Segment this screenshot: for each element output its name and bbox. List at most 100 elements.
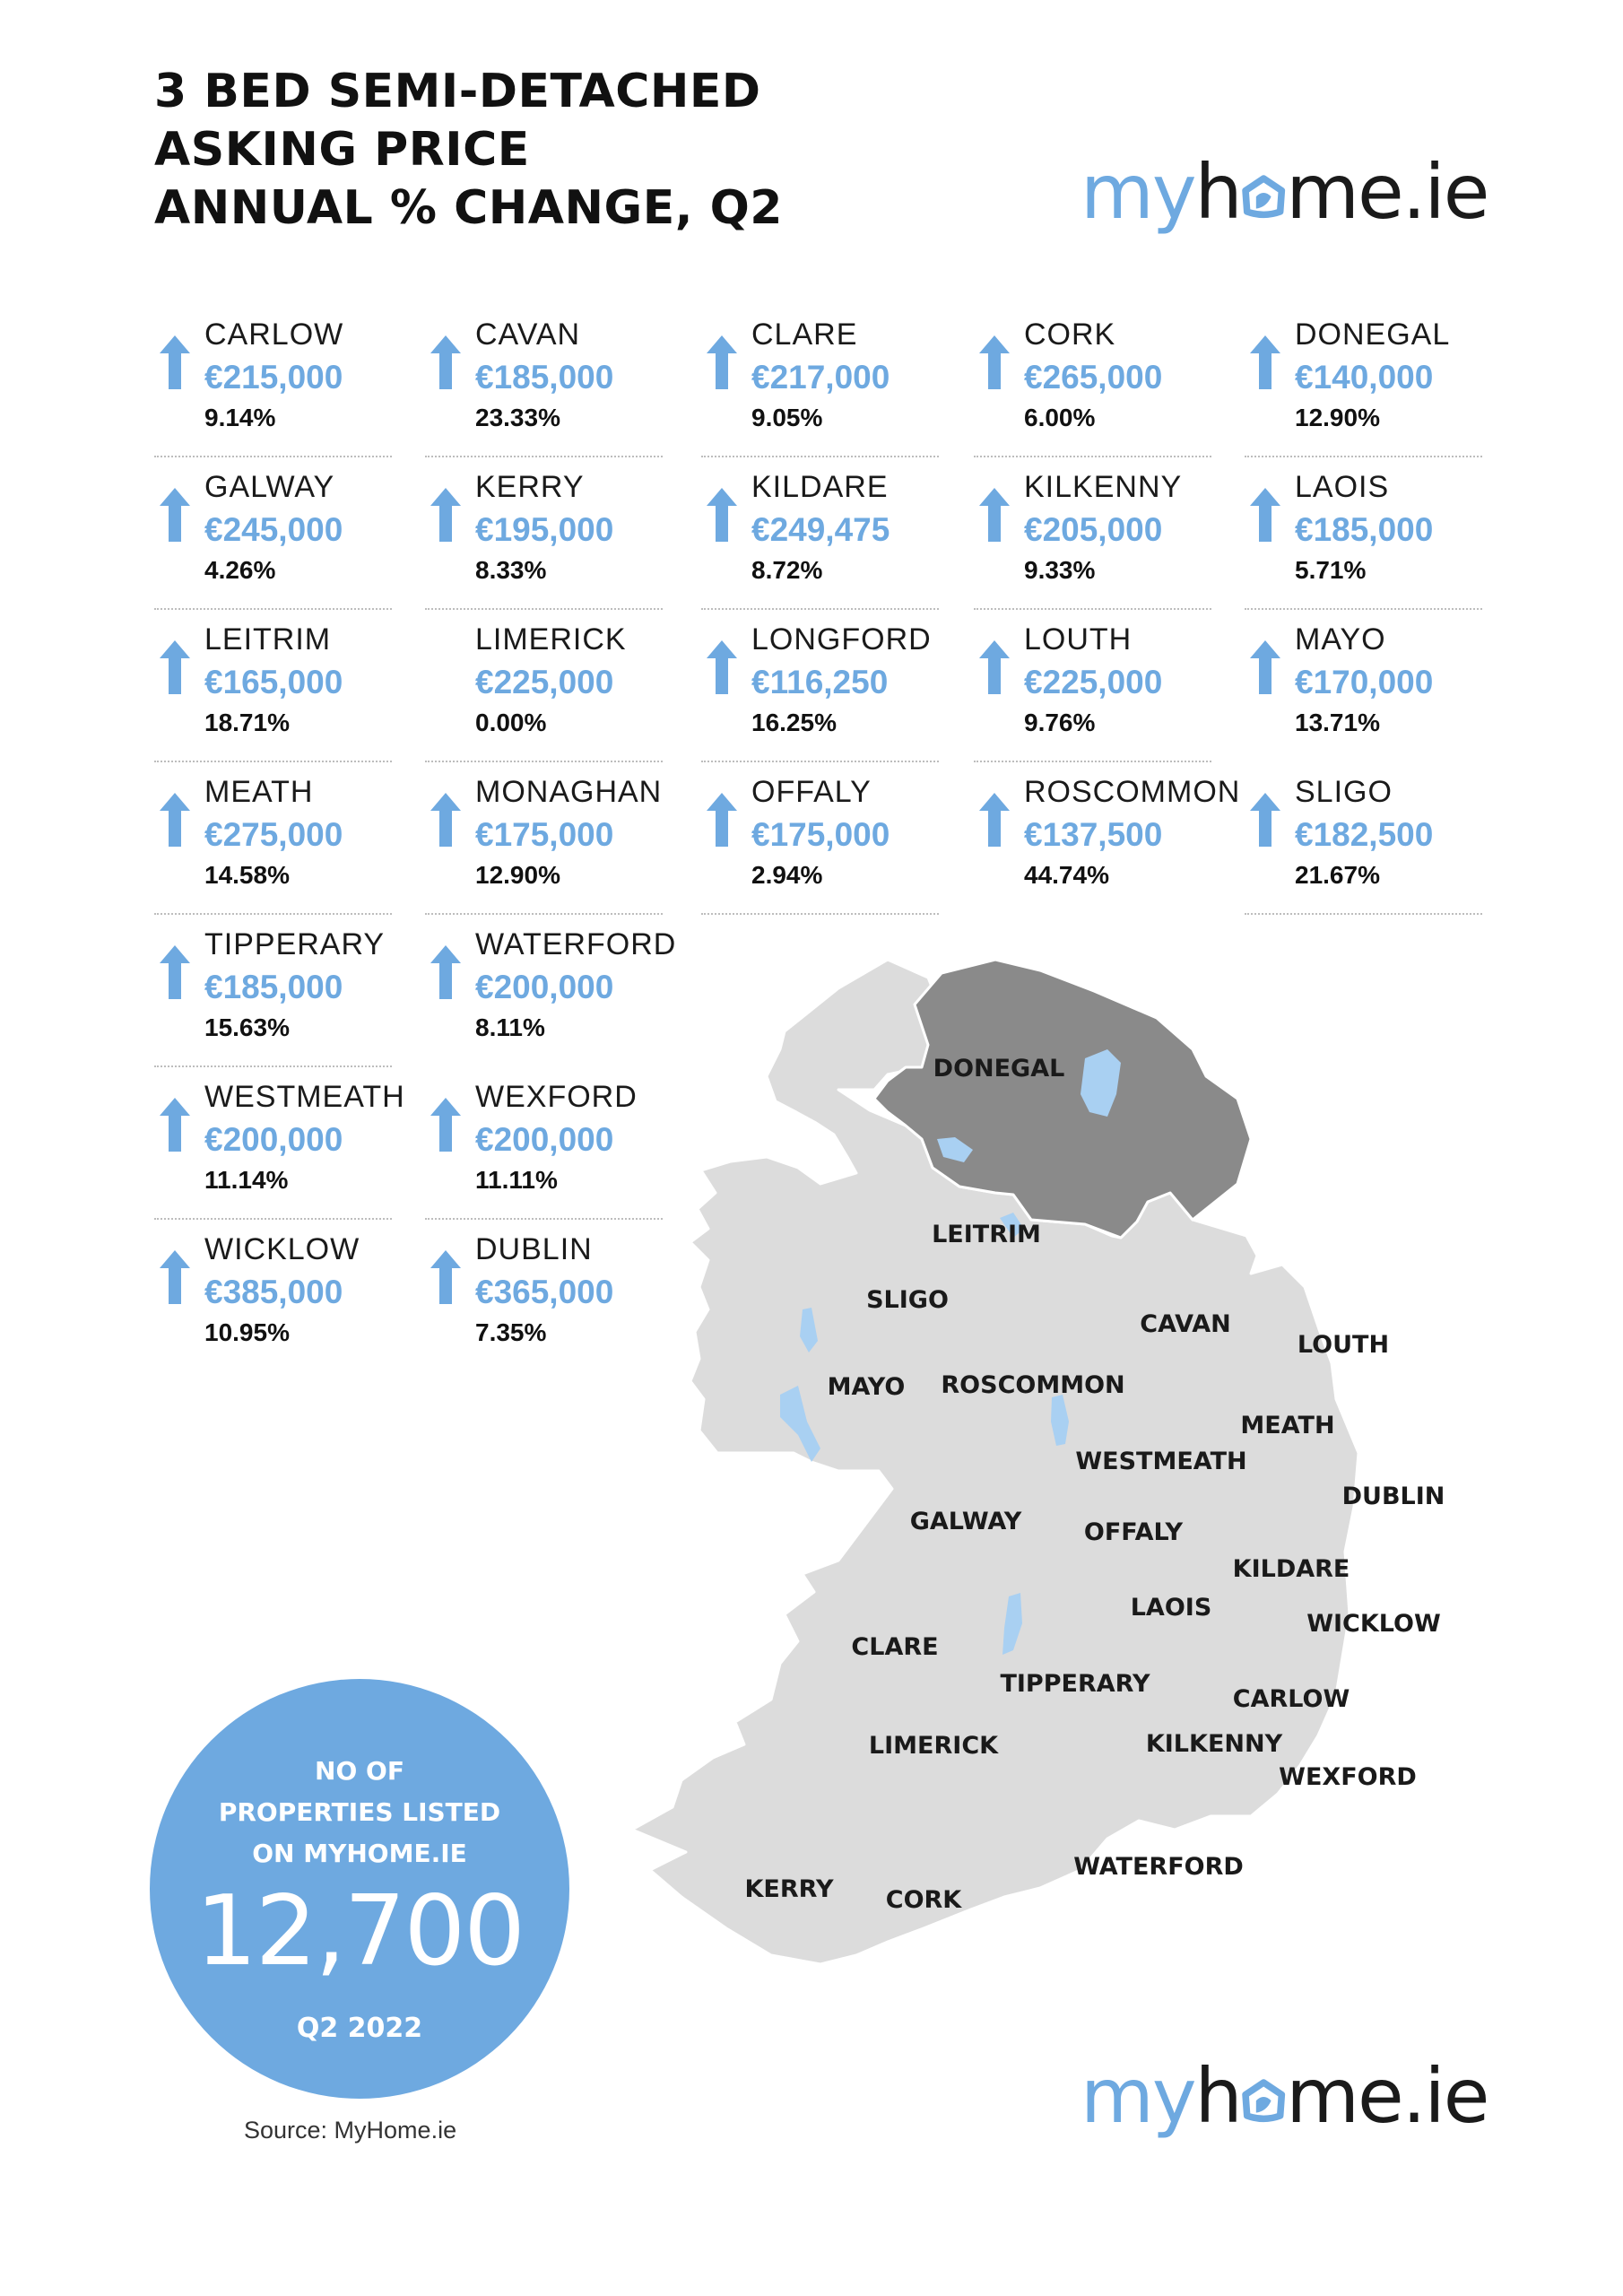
county-price: €200,000	[204, 1121, 343, 1158]
county-change: 4.26%	[204, 556, 276, 584]
county-change: 16.25%	[751, 709, 837, 736]
up-arrow-icon	[707, 640, 737, 694]
map-label-offaly: OFFALY	[1084, 1518, 1184, 1546]
map-label-waterford: WATERFORD	[1073, 1853, 1244, 1881]
county-galway: GALWAY €245,000 4.26%	[154, 457, 392, 610]
county-kildare: KILDARE €249,475 8.72%	[701, 457, 939, 610]
lough-neagh-shape	[1081, 1049, 1121, 1117]
county-name: ROSCOMMON	[1024, 775, 1241, 809]
county-name: MONAGHAN	[475, 775, 663, 809]
county-price: €249,475	[751, 511, 890, 548]
county-leitrim: LEITRIM €165,000 18.71%	[154, 610, 392, 762]
county-name: DUBLIN	[475, 1232, 593, 1266]
map-label-sligo: SLIGO	[866, 1286, 949, 1314]
county-change: 2.94%	[751, 861, 823, 889]
up-arrow-icon	[160, 640, 190, 694]
up-arrow-icon	[160, 335, 190, 389]
listings-count-badge: NO OF PROPERTIES LISTED ON MYHOME.IE 12,…	[150, 1679, 569, 2099]
up-arrow-icon	[160, 488, 190, 542]
county-change: 21.67%	[1295, 861, 1380, 889]
county-price: €215,000	[204, 359, 343, 396]
ireland-map: DONEGAL LEITRIM SLIGO CAVAN LOUTH MAYO R…	[630, 958, 1445, 1966]
county-louth: LOUTH €225,000 9.76%	[974, 610, 1211, 762]
county-name: LOUTH	[1024, 622, 1133, 657]
map-label-wexford: WEXFORD	[1279, 1763, 1417, 1791]
map-label-kildare: KILDARE	[1233, 1555, 1350, 1583]
county-price: €116,250	[751, 664, 889, 700]
up-arrow-icon	[430, 1250, 461, 1304]
map-label-kilkenny: KILKENNY	[1146, 1730, 1283, 1758]
up-arrow-icon	[1250, 488, 1280, 542]
county-price: €245,000	[204, 511, 343, 548]
map-label-carlow: CARLOW	[1233, 1685, 1350, 1713]
map-label-limerick: LIMERICK	[869, 1732, 999, 1760]
county-name: DONEGAL	[1295, 317, 1451, 352]
house-heart-icon	[1242, 175, 1285, 219]
county-price: €265,000	[1024, 359, 1163, 396]
up-arrow-icon	[1250, 335, 1280, 389]
county-price: €185,000	[204, 969, 343, 1005]
county-change: 9.05%	[751, 404, 823, 431]
up-arrow-icon	[160, 1250, 190, 1304]
lough-mask-shape	[800, 1308, 818, 1352]
county-name: LEITRIM	[204, 622, 332, 657]
lough-ree-shape	[1051, 1395, 1069, 1446]
county-price: €140,000	[1295, 359, 1434, 396]
county-change: 8.11%	[475, 1013, 545, 1041]
county-change: 7.35%	[475, 1318, 547, 1346]
lough-shape	[1000, 1213, 1024, 1238]
county-kilkenny: KILKENNY €205,000 9.33%	[974, 457, 1211, 610]
title-line: ASKING PRICE	[154, 123, 530, 177]
county-name: MAYO	[1295, 622, 1386, 657]
county-price: €217,000	[751, 359, 890, 396]
map-label-kerry: KERRY	[744, 1875, 833, 1903]
county-change: 9.14%	[204, 404, 276, 431]
county-kerry: KERRY €195,000 8.33%	[425, 457, 663, 610]
lough-corrib-shape	[780, 1386, 820, 1462]
lough-derg-shape	[1002, 1593, 1022, 1655]
up-arrow-icon	[979, 793, 1010, 847]
map-label-cork: CORK	[886, 1886, 963, 1914]
up-arrow-icon	[160, 945, 190, 999]
county-change: 12.90%	[475, 861, 560, 889]
county-waterford: WATERFORD €200,000 8.11%	[425, 915, 675, 1067]
county-price: €175,000	[475, 816, 614, 853]
county-change: 10.95%	[204, 1318, 290, 1346]
county-name: GALWAY	[204, 470, 335, 504]
county-name: SLIGO	[1295, 775, 1393, 809]
county-price: €365,000	[475, 1274, 614, 1310]
county-limerick: LIMERICK €225,000 0.00%	[425, 610, 663, 762]
county-change: 5.71%	[1295, 556, 1367, 584]
source-note: Source: MyHome.ie	[244, 2117, 457, 2144]
title-line: ANNUAL % CHANGE, Q2	[154, 181, 783, 235]
county-change: 44.74%	[1024, 861, 1109, 889]
up-arrow-icon	[430, 945, 461, 999]
county-change: 6.00%	[1024, 404, 1096, 431]
map-label-wicklow: WICKLOW	[1306, 1610, 1441, 1638]
county-name: WATERFORD	[475, 927, 677, 961]
county-mayo: MAYO €170,000 13.71%	[1245, 610, 1482, 762]
up-arrow-icon	[1250, 793, 1280, 847]
county-price: €185,000	[1295, 511, 1434, 548]
county-dublin: DUBLIN €365,000 7.35%	[425, 1220, 663, 1372]
map-label-westmeath: WESTMEATH	[1075, 1448, 1246, 1475]
map-label-mayo: MAYO	[828, 1373, 906, 1401]
county-name: TIPPERARY	[204, 927, 386, 961]
up-arrow-icon	[430, 488, 461, 542]
county-name: LIMERICK	[475, 622, 627, 657]
county-change: 14.58%	[204, 861, 290, 889]
county-clare: CLARE €217,000 9.05%	[701, 305, 939, 457]
northern-ireland-shape	[872, 958, 1253, 1239]
county-name: CORK	[1024, 317, 1116, 352]
county-cavan: CAVAN €185,000 23.33%	[425, 305, 663, 457]
county-name: MEATH	[204, 775, 314, 809]
county-name: WICKLOW	[204, 1232, 360, 1266]
up-arrow-icon	[430, 335, 461, 389]
county-price: €205,000	[1024, 511, 1163, 548]
up-arrow-icon	[979, 335, 1010, 389]
county-westmeath: WESTMEATH €200,000 11.14%	[154, 1067, 404, 1220]
county-sligo: SLIGO €182,500 21.67%	[1245, 762, 1482, 915]
map-label-meath: MEATH	[1240, 1412, 1334, 1439]
county-price-grid: CARLOW €215,000 9.14% CAVAN €185,000 23.33% CL…	[154, 305, 1482, 1372]
county-donegal: DONEGAL €140,000 12.90%	[1245, 305, 1482, 457]
